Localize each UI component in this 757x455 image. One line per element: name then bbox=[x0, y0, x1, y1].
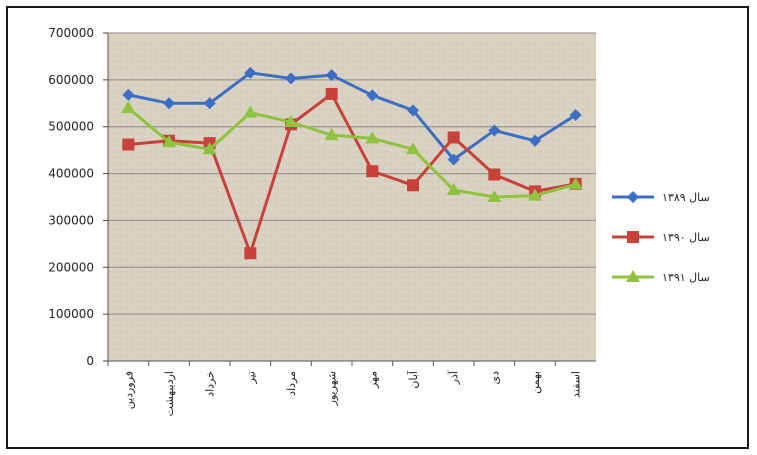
data-point-diamond bbox=[569, 109, 582, 121]
data-point-diamond bbox=[203, 97, 216, 110]
data-point-diamond bbox=[325, 69, 338, 82]
x-category-label: مرداد bbox=[285, 371, 298, 396]
y-tick-label: 300000 bbox=[48, 213, 94, 227]
data-point-diamond bbox=[447, 153, 460, 166]
x-category-label: آبان bbox=[406, 370, 420, 388]
x-category-label: شهریور bbox=[326, 371, 339, 406]
data-point-square bbox=[488, 168, 501, 181]
data-point-diamond bbox=[488, 124, 501, 137]
data-point-square bbox=[366, 165, 379, 178]
data-point-diamond bbox=[627, 191, 639, 203]
data-point-triangle bbox=[243, 105, 258, 118]
x-category-label: بهمن bbox=[529, 371, 542, 394]
data-point-diamond bbox=[366, 89, 379, 102]
y-tick-label: 100000 bbox=[48, 307, 94, 321]
legend: سال ۱۳۸۹ سال ۱۳۹۰ سال ۱۳۹۱ bbox=[612, 191, 710, 284]
data-point-diamond bbox=[407, 104, 419, 117]
data-point-triangle bbox=[528, 188, 542, 201]
data-point-triangle bbox=[487, 190, 502, 202]
y-tick-label: 200000 bbox=[48, 260, 94, 274]
legend-label: سال ۱۳۸۹ bbox=[662, 191, 710, 204]
x-category-label: خرداد bbox=[204, 371, 217, 397]
y-tick-label: 400000 bbox=[48, 167, 94, 181]
data-point-triangle bbox=[568, 177, 583, 190]
gridlines bbox=[108, 32, 596, 315]
x-category-label: دی bbox=[488, 371, 501, 385]
data-point-triangle bbox=[406, 142, 420, 155]
data-point-triangle bbox=[162, 135, 176, 148]
data-point-diamond bbox=[122, 88, 135, 101]
data-point-triangle bbox=[626, 270, 640, 282]
data-point-square bbox=[627, 231, 639, 243]
data-point-triangle bbox=[284, 115, 298, 128]
data-point-triangle bbox=[121, 100, 136, 113]
y-tick-label: 600000 bbox=[48, 73, 94, 87]
series-group bbox=[121, 66, 583, 260]
data-point-square bbox=[122, 138, 135, 151]
legend-item: سال ۱۳۹۱ bbox=[612, 270, 710, 284]
data-point-triangle bbox=[324, 128, 339, 141]
series-line bbox=[127, 106, 577, 199]
data-point-triangle bbox=[446, 182, 461, 195]
x-category-label: تیر bbox=[244, 371, 257, 384]
x-category-label: فروردین bbox=[122, 371, 135, 409]
series-line bbox=[128, 71, 577, 162]
legend-item: سال ۱۳۸۹ bbox=[612, 191, 710, 204]
y-axis: 700000 600000 500000 400000 300000 200000 1000… bbox=[48, 26, 109, 368]
x-category-label: اسفند bbox=[570, 371, 583, 398]
data-point-diamond bbox=[244, 66, 257, 79]
series-1 bbox=[122, 66, 582, 166]
data-point-diamond bbox=[529, 134, 541, 147]
x-category-label: اردیبهشت bbox=[163, 371, 176, 416]
legend-label: سال ۱۳۹۰ bbox=[662, 231, 710, 244]
data-point-square bbox=[325, 87, 338, 100]
y-tick-label: 0 bbox=[86, 354, 94, 368]
legend-item: سال ۱۳۹۰ bbox=[612, 231, 710, 244]
data-point-diamond bbox=[285, 72, 297, 85]
data-point-square bbox=[447, 131, 460, 144]
data-point-triangle bbox=[202, 142, 217, 155]
y-tick-label: 500000 bbox=[48, 120, 94, 134]
series-line bbox=[128, 92, 576, 255]
x-axis: فروردین اردیبهشت خرداد تیر مرداد شهریور مهر آبا… bbox=[107, 360, 596, 416]
data-point-triangle bbox=[365, 131, 380, 144]
legend-label: سال ۱۳۹۱ bbox=[662, 271, 710, 284]
data-point-square bbox=[407, 179, 419, 192]
x-category-label: آذر bbox=[447, 370, 461, 385]
x-category-label: مهر bbox=[366, 371, 379, 389]
data-point-diamond bbox=[163, 97, 175, 110]
data-point-square bbox=[244, 247, 257, 260]
series-3 bbox=[121, 100, 583, 202]
y-tick-label: 700000 bbox=[48, 26, 94, 40]
